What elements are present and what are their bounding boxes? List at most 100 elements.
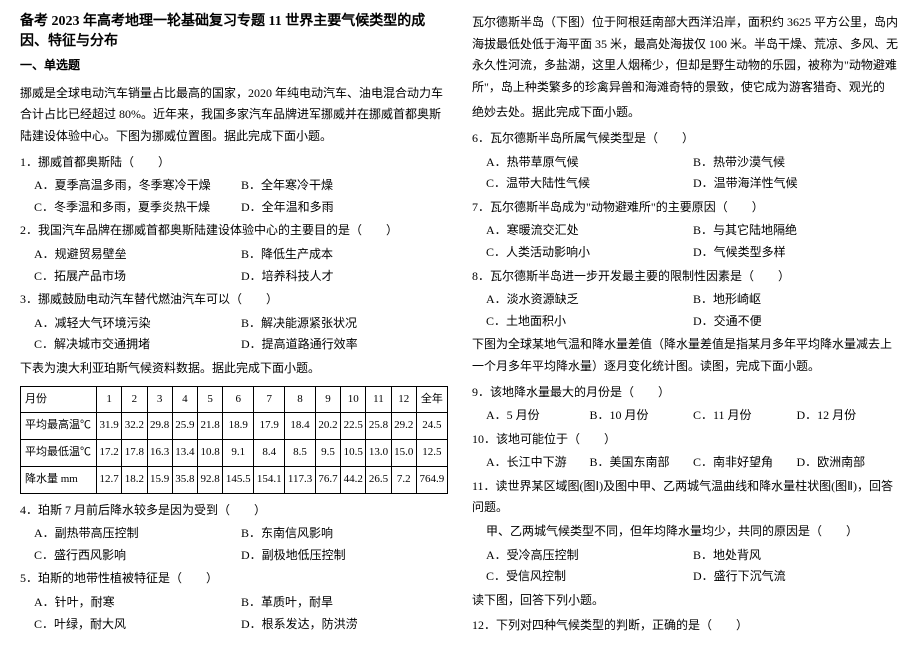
table-cell: 17.9 bbox=[254, 413, 285, 440]
table-cell: 13.0 bbox=[366, 440, 391, 467]
passage-5: 读下图，回答下列小题。 bbox=[472, 590, 900, 612]
table-cell: 31.9 bbox=[97, 413, 122, 440]
table-cell: 平均最高温℃ bbox=[21, 413, 97, 440]
q11-opt-a: A．受冷高压控制 bbox=[486, 545, 693, 567]
passage-4: 下图为全球某地气温和降水量差值（降水量差值是指某月多年平均降水量减去上一个月多年… bbox=[472, 334, 900, 377]
table-cell: 32.2 bbox=[122, 413, 147, 440]
passage-3b: 绝妙去处。据此完成下面小题。 bbox=[472, 102, 900, 124]
table-col-3: 3 bbox=[147, 386, 172, 413]
table-cell: 15.9 bbox=[147, 466, 172, 493]
q11-opt-b: B．地处背风 bbox=[693, 545, 900, 567]
q2-opt-d: D．培养科技人才 bbox=[241, 266, 448, 288]
q5-opt-d: D．根系发达，防洪涝 bbox=[241, 614, 448, 636]
q10-opt-c: C．南非好望角 bbox=[693, 452, 797, 474]
table-row: 平均最高温℃31.932.229.825.921.818.917.918.420… bbox=[21, 413, 448, 440]
exam-title: 备考 2023 年高考地理一轮基础复习专题 11 世界主要气候类型的成因、特征与… bbox=[20, 12, 448, 51]
table-col-9: 9 bbox=[315, 386, 340, 413]
q2-opt-b: B．降低生产成本 bbox=[241, 244, 448, 266]
table-col-8: 8 bbox=[285, 386, 316, 413]
table-cell: 25.9 bbox=[172, 413, 197, 440]
q5-opt-b: B．革质叶，耐旱 bbox=[241, 592, 448, 614]
q9-opt-d: D．12 月份 bbox=[797, 405, 901, 427]
table-cell: 24.5 bbox=[416, 413, 447, 440]
table-cell: 18.4 bbox=[285, 413, 316, 440]
q10-opt-a: A．长江中下游 bbox=[486, 452, 590, 474]
q1-options: A．夏季高温多雨，冬季寒冷干燥 B．全年寒冷干燥 C．冬季温和多雨，夏季炎热干燥… bbox=[20, 175, 448, 218]
climate-table: 月份123456789101112全年 平均最高温℃31.932.229.825… bbox=[20, 386, 448, 494]
table-cell: 10.5 bbox=[341, 440, 366, 467]
table-cell: 764.9 bbox=[416, 466, 447, 493]
q2-opt-a: A．规避贸易壁垒 bbox=[34, 244, 241, 266]
q10-stem: 10．该地可能位于（ ） bbox=[472, 429, 900, 451]
q1-stem: 1．挪威首都奥斯陆（ ） bbox=[20, 152, 448, 174]
q4-stem: 4．珀斯 7 月前后降水较多是因为受到（ ） bbox=[20, 500, 448, 522]
q2-opt-c: C．拓展产品市场 bbox=[34, 266, 241, 288]
table-cell: 15.0 bbox=[391, 440, 416, 467]
q4-opt-d: D．副极地低压控制 bbox=[241, 545, 448, 567]
table-cell: 25.8 bbox=[366, 413, 391, 440]
table-cell: 21.8 bbox=[198, 413, 223, 440]
q5-opt-c: C．叶绿，耐大风 bbox=[34, 614, 241, 636]
q6-opt-b: B．热带沙漠气候 bbox=[693, 152, 900, 174]
passage-2: 下表为澳大利亚珀斯气候资料数据。据此完成下面小题。 bbox=[20, 358, 448, 380]
q9-options: A．5 月份 B．10 月份 C．11 月份 D．12 月份 bbox=[472, 405, 900, 427]
q3-stem: 3．挪威鼓励电动汽车替代燃油汽车可以（ ） bbox=[20, 289, 448, 311]
q6-opt-a: A．热带草原气候 bbox=[486, 152, 693, 174]
table-cell: 8.5 bbox=[285, 440, 316, 467]
table-cell: 17.8 bbox=[122, 440, 147, 467]
passage-1: 挪威是全球电动汽车销量占比最高的国家，2020 年纯电动汽车、油电混合动力车合计… bbox=[20, 83, 448, 148]
table-cell: 8.4 bbox=[254, 440, 285, 467]
table-cell: 20.2 bbox=[315, 413, 340, 440]
table-cell: 92.8 bbox=[198, 466, 223, 493]
q11-sub: 甲、乙两城气候类型不同，但年均降水量均少，共同的原因是（ ） bbox=[472, 521, 900, 543]
table-cell: 13.4 bbox=[172, 440, 197, 467]
table-col-0: 月份 bbox=[21, 386, 97, 413]
q1-opt-b: B．全年寒冷干燥 bbox=[241, 175, 448, 197]
q2-options: A．规避贸易壁垒 B．降低生产成本 C．拓展产品市场 D．培养科技人才 bbox=[20, 244, 448, 287]
table-cell: 7.2 bbox=[391, 466, 416, 493]
q6-stem: 6．瓦尔德斯半岛所属气候类型是（ ） bbox=[472, 128, 900, 150]
table-cell: 22.5 bbox=[341, 413, 366, 440]
table-col-5: 5 bbox=[198, 386, 223, 413]
table-cell: 145.5 bbox=[223, 466, 254, 493]
q8-opt-c: C．土地面积小 bbox=[486, 311, 693, 333]
table-cell: 29.8 bbox=[147, 413, 172, 440]
table-col-4: 4 bbox=[172, 386, 197, 413]
q3-opt-d: D．提高道路通行效率 bbox=[241, 334, 448, 356]
q10-options: A．长江中下游 B．美国东南部 C．南非好望角 D．欧洲南部 bbox=[472, 452, 900, 474]
q7-options: A．寒暖流交汇处 B．与其它陆地隔绝 C．人类活动影响小 D．气候类型多样 bbox=[472, 220, 900, 263]
q10-opt-b: B．美国东南部 bbox=[590, 452, 694, 474]
q7-opt-d: D．气候类型多样 bbox=[693, 242, 900, 264]
q4-options: A．副热带高压控制 B．东南信风影响 C．盛行西风影响 D．副极地低压控制 bbox=[20, 523, 448, 566]
table-cell: 35.8 bbox=[172, 466, 197, 493]
q6-opt-c: C．温带大陆性气候 bbox=[486, 173, 693, 195]
q9-opt-a: A．5 月份 bbox=[486, 405, 590, 427]
q1-opt-a: A．夏季高温多雨，冬季寒冷干燥 bbox=[34, 175, 241, 197]
table-cell: 9.5 bbox=[315, 440, 340, 467]
q4-opt-c: C．盛行西风影响 bbox=[34, 545, 241, 567]
section-heading: 一、单选题 bbox=[20, 55, 448, 77]
q11-options: A．受冷高压控制 B．地处背风 C．受信风控制 D．盛行下沉气流 bbox=[472, 545, 900, 588]
table-row: 降水量 mm12.718.215.935.892.8145.5154.1117.… bbox=[21, 466, 448, 493]
q10-opt-d: D．欧洲南部 bbox=[797, 452, 901, 474]
q1-opt-c: C．冬季温和多雨，夏季炎热干燥 bbox=[34, 197, 241, 219]
q9-opt-c: C．11 月份 bbox=[693, 405, 797, 427]
table-cell: 18.9 bbox=[223, 413, 254, 440]
table-cell: 154.1 bbox=[254, 466, 285, 493]
q4-opt-b: B．东南信风影响 bbox=[241, 523, 448, 545]
table-row: 平均最低温℃17.217.816.313.410.89.18.48.59.510… bbox=[21, 440, 448, 467]
table-cell: 10.8 bbox=[198, 440, 223, 467]
q9-stem: 9．该地降水量最大的月份是（ ） bbox=[472, 382, 900, 404]
table-cell: 17.2 bbox=[97, 440, 122, 467]
q3-opt-a: A．减轻大气环境污染 bbox=[34, 313, 241, 335]
passage-3: 瓦尔德斯半岛（下图）位于阿根廷南部大西洋沿岸，面积约 3625 平方公里，岛内海… bbox=[472, 12, 900, 98]
table-cell: 12.5 bbox=[416, 440, 447, 467]
q7-opt-b: B．与其它陆地隔绝 bbox=[693, 220, 900, 242]
table-cell: 16.3 bbox=[147, 440, 172, 467]
q8-options: A．淡水资源缺乏 B．地形崎岖 C．土地面积小 D．交通不便 bbox=[472, 289, 900, 332]
q3-opt-c: C．解决城市交通拥堵 bbox=[34, 334, 241, 356]
q8-opt-a: A．淡水资源缺乏 bbox=[486, 289, 693, 311]
table-cell: 18.2 bbox=[122, 466, 147, 493]
q6-opt-d: D．温带海洋性气候 bbox=[693, 173, 900, 195]
table-cell: 76.7 bbox=[315, 466, 340, 493]
